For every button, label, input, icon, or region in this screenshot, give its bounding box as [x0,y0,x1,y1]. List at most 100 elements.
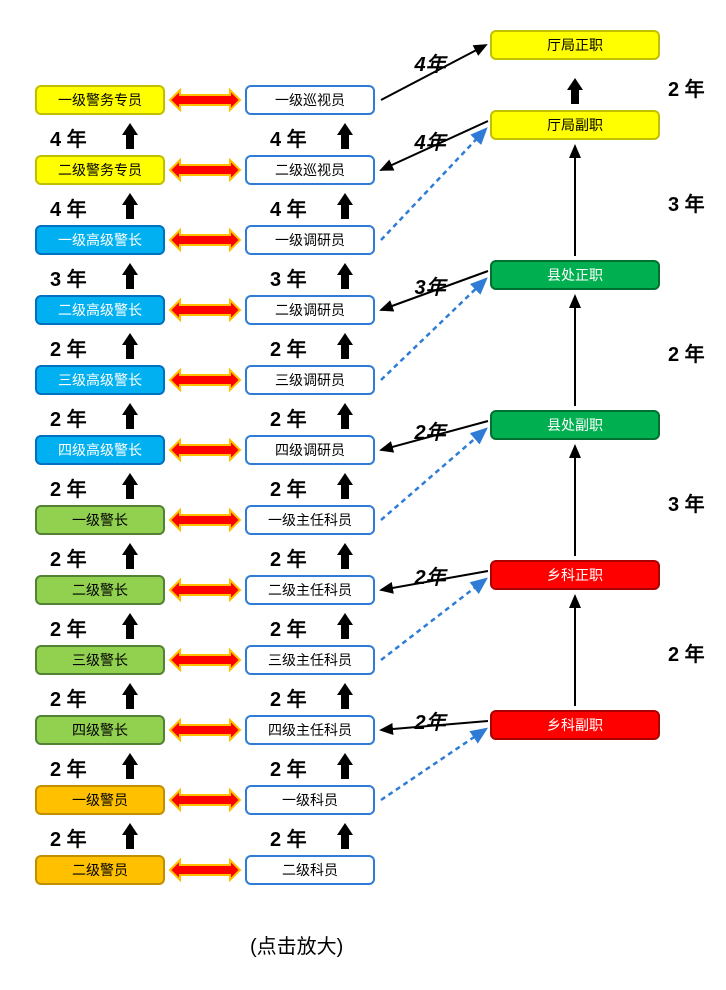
left-box-5: 四级高级警长 [35,435,165,465]
mid-up-1 [337,193,353,219]
left-up-8 [122,683,138,709]
left-up-3 [122,333,138,359]
left-dur-8: 2 年 [50,683,87,712]
mid-box-0: 一级巡视员 [245,85,375,115]
mid-dur-6: 2 年 [270,543,307,572]
diag-dot-4 [381,729,486,800]
mid-up-3 [337,333,353,359]
left-box-7: 二级警长 [35,575,165,605]
left-up-5 [122,473,138,499]
left-dur-7: 2 年 [50,613,87,642]
right-box-1: 厅局副职 [490,110,660,140]
right-box-4: 乡科正职 [490,560,660,590]
left-up-2 [122,263,138,289]
mid-up-4 [337,403,353,429]
left-box-9: 四级警长 [35,715,165,745]
dbl-0 [170,90,240,110]
mid-box-5: 四级调研员 [245,435,375,465]
left-dur-6: 2 年 [50,543,87,572]
right-box-5: 乡科副职 [490,710,660,740]
mid-box-10: 一级科员 [245,785,375,815]
mid-up-7 [337,613,353,639]
mid-dur-1: 4 年 [270,193,307,222]
mid-box-9: 四级主任科员 [245,715,375,745]
left-up-9 [122,753,138,779]
mid-dur-4: 2 年 [270,403,307,432]
mid-box-4: 三级调研员 [245,365,375,395]
left-box-2: 一级高级警长 [35,225,165,255]
mid-up-0 [337,123,353,149]
mid-box-7: 二级主任科员 [245,575,375,605]
dbl-1 [170,160,240,180]
caption: (点击放大) [250,930,343,959]
mid-box-6: 一级主任科员 [245,505,375,535]
left-box-3: 二级高级警长 [35,295,165,325]
dbl-4 [170,370,240,390]
mid-up-5 [337,473,353,499]
mid-dur-0: 4 年 [270,123,307,152]
mid-up-8 [337,683,353,709]
left-up-1 [122,193,138,219]
svg-layer [0,0,726,990]
left-dur-10: 2 年 [50,823,87,852]
left-dur-5: 2 年 [50,473,87,502]
dbl-9 [170,720,240,740]
dbl-5 [170,440,240,460]
left-dur-9: 2 年 [50,753,87,782]
right-dur-3: 3 年 [668,488,705,517]
mid-box-2: 一级调研员 [245,225,375,255]
left-up-7 [122,613,138,639]
mid-dur-8: 2 年 [270,683,307,712]
left-up-6 [122,543,138,569]
mid-up-9 [337,753,353,779]
left-box-4: 三级高级警长 [35,365,165,395]
mid-box-11: 二级科员 [245,855,375,885]
left-dur-2: 3 年 [50,263,87,292]
dbl-3 [170,300,240,320]
left-up-10 [122,823,138,849]
right-dur-0: 2 年 [668,73,705,102]
diag-lbl-4: 2年 [415,706,446,735]
left-up-4 [122,403,138,429]
left-box-10: 一级警员 [35,785,165,815]
left-dur-1: 4 年 [50,193,87,222]
left-dur-0: 4 年 [50,123,87,152]
diag-lbl-3: 2年 [415,561,446,590]
dbl-2 [170,230,240,250]
mid-up-2 [337,263,353,289]
left-up-0 [122,123,138,149]
left-box-8: 三级警长 [35,645,165,675]
right-dur-4: 2 年 [668,638,705,667]
left-box-6: 一级警长 [35,505,165,535]
left-box-1: 二级警务专员 [35,155,165,185]
mid-up-6 [337,543,353,569]
right-box-0: 厅局正职 [490,30,660,60]
mid-dur-10: 2 年 [270,823,307,852]
mid-up-10 [337,823,353,849]
dbl-10 [170,790,240,810]
mid-box-3: 二级调研员 [245,295,375,325]
mid-dur-3: 2 年 [270,333,307,362]
diag-lbl-top: 4年 [415,48,446,77]
mid-dur-7: 2 年 [270,613,307,642]
right-box-2: 县处正职 [490,260,660,290]
mid-dur-2: 3 年 [270,263,307,292]
mid-box-8: 三级主任科员 [245,645,375,675]
diagram-canvas: 一级警务专员4 年二级警务专员4 年一级高级警长3 年二级高级警长2 年三级高级… [0,0,726,990]
diag-lbl-0: 4年 [415,126,446,155]
left-dur-4: 2 年 [50,403,87,432]
mid-dur-9: 2 年 [270,753,307,782]
dbl-6 [170,510,240,530]
right-dur-2: 2 年 [668,338,705,367]
mid-box-1: 二级巡视员 [245,155,375,185]
left-box-0: 一级警务专员 [35,85,165,115]
diag-lbl-1: 3年 [415,271,446,300]
right-up-0 [567,78,583,104]
left-box-11: 二级警员 [35,855,165,885]
mid-dur-5: 2 年 [270,473,307,502]
dbl-11 [170,860,240,880]
dbl-7 [170,580,240,600]
diag-lbl-2: 2年 [415,416,446,445]
dbl-8 [170,650,240,670]
right-box-3: 县处副职 [490,410,660,440]
